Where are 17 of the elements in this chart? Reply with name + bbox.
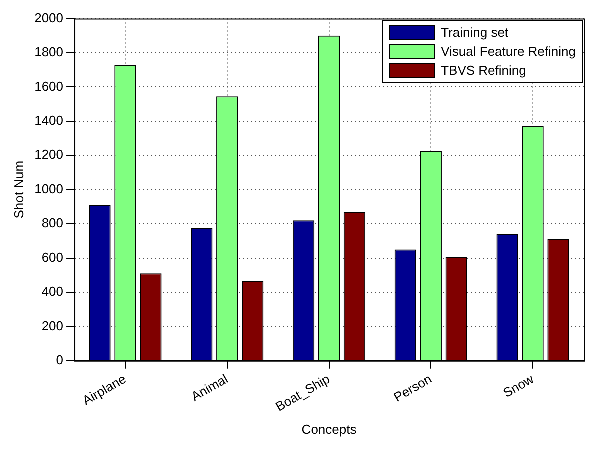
y-tick-label: 0 bbox=[56, 352, 64, 368]
y-tick-label: 1400 bbox=[34, 113, 64, 128]
y-tick-label: 1200 bbox=[34, 147, 64, 162]
x-tick-label: Snow bbox=[500, 371, 537, 401]
x-axis-title: Concepts bbox=[302, 422, 358, 437]
y-axis-title: Shot Num bbox=[11, 160, 26, 219]
y-tick-label: 1000 bbox=[34, 181, 64, 196]
y-tick-label: 800 bbox=[42, 216, 64, 231]
y-tick-label: 400 bbox=[42, 284, 64, 300]
legend-label: TBVS Refining bbox=[441, 62, 526, 78]
y-tick-label: 1600 bbox=[34, 78, 64, 94]
y-tick-label: 600 bbox=[42, 250, 64, 265]
y-tick-label: 200 bbox=[42, 318, 64, 334]
legend-label: Visual Feature Refining bbox=[441, 44, 576, 59]
y-tick-label: 2000 bbox=[34, 10, 64, 26]
y-tick-label: 1800 bbox=[34, 44, 64, 60]
legend-label: Training set bbox=[441, 24, 509, 40]
